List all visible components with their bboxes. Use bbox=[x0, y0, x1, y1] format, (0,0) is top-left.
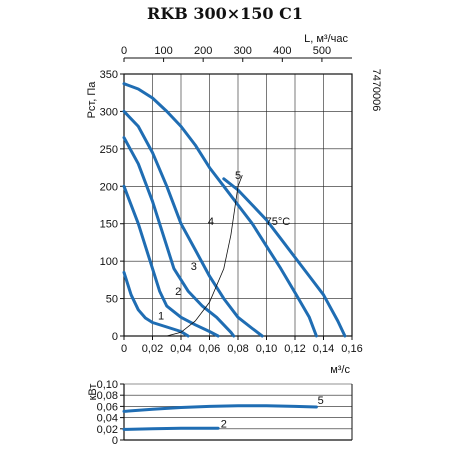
x-axis-label: м³/с bbox=[330, 364, 350, 376]
x-tick-label: 0,04 bbox=[170, 343, 191, 355]
curve-label: 3 bbox=[191, 261, 197, 273]
y-tick-label: 0 bbox=[112, 331, 118, 343]
power-series-2 bbox=[122, 426, 220, 431]
pressure-curve-labels: 1 2 3 4 5 75°C bbox=[158, 170, 290, 323]
curve-label: 1 bbox=[158, 311, 164, 323]
system-curve bbox=[166, 174, 243, 337]
x-tick-label: 0,08 bbox=[227, 343, 248, 355]
y-tick-label: 200 bbox=[100, 181, 118, 193]
power-y-tick-label: 0,06 bbox=[97, 401, 118, 413]
curve-label: 2 bbox=[175, 286, 181, 298]
x-tick-label: 0,10 bbox=[256, 343, 277, 355]
top-axis-label: L, м³/час bbox=[304, 33, 348, 45]
x-tick-label: 0,02 bbox=[142, 343, 163, 355]
x-tick-label: 0,16 bbox=[341, 343, 362, 355]
power-curves bbox=[122, 404, 318, 431]
pressure-axes bbox=[120, 57, 353, 340]
y-tick-label: 100 bbox=[100, 256, 118, 268]
top-tick-label: 400 bbox=[273, 45, 291, 57]
power-axes bbox=[120, 383, 353, 441]
x-tick-label: 0,12 bbox=[284, 343, 305, 355]
chart-title: RKB 300×150 C1 bbox=[147, 4, 303, 23]
pressure-series-3 bbox=[122, 136, 236, 338]
power-curve-label: 2 bbox=[221, 419, 227, 431]
x-tick-label: 0,06 bbox=[199, 343, 220, 355]
pressure-frame bbox=[123, 73, 353, 337]
top-tick-label: 300 bbox=[234, 45, 252, 57]
side-code: 7470006 bbox=[370, 69, 382, 112]
axis-texts: 0 0,02 0,04 0,06 0,08 0,10 0,12 0,14 0,160501001… bbox=[86, 33, 382, 447]
top-tick-label: 200 bbox=[194, 45, 212, 57]
top-tick-label: 0 bbox=[121, 45, 127, 57]
pressure-curves bbox=[122, 82, 347, 338]
power-y-tick-label: 0 bbox=[112, 435, 118, 447]
x-tick-label: 0 bbox=[121, 343, 127, 355]
y-axis-label: Pст, Па bbox=[86, 81, 98, 119]
y-tick-label: 350 bbox=[100, 69, 118, 81]
y-tick-label: 50 bbox=[106, 294, 118, 306]
pressure-series-6 bbox=[222, 177, 347, 338]
pressure-series-5 bbox=[122, 82, 318, 338]
power-y-tick-label: 0,04 bbox=[97, 413, 118, 425]
top-tick-label: 100 bbox=[154, 45, 172, 57]
top-tick-label: 500 bbox=[313, 45, 331, 57]
pressure-series-4 bbox=[122, 109, 264, 338]
y-tick-label: 150 bbox=[100, 219, 118, 231]
power-series-1 bbox=[122, 404, 318, 413]
y-tick-label: 250 bbox=[100, 144, 118, 156]
curve-label: 75°C bbox=[266, 216, 291, 228]
power-curve-labels: 52 bbox=[221, 395, 324, 431]
curve-label: 4 bbox=[208, 216, 214, 228]
y-tick-label: 300 bbox=[100, 106, 118, 118]
x-tick-label: 0,14 bbox=[313, 343, 334, 355]
power-curve-label: 5 bbox=[318, 395, 324, 407]
power-y-tick-label: 0,08 bbox=[97, 390, 118, 402]
power-y-tick-label: 0,02 bbox=[97, 424, 118, 436]
pressure-series-1 bbox=[122, 270, 190, 338]
power-y-axis-label: кВт bbox=[87, 384, 99, 401]
power-y-tick-label: 0,10 bbox=[97, 379, 118, 391]
pressure-series-2 bbox=[122, 184, 220, 338]
curve-label: 5 bbox=[235, 170, 241, 182]
